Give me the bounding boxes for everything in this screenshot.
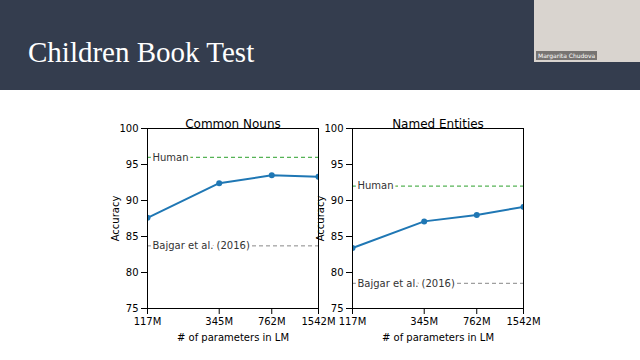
svg-text:117M: 117M bbox=[134, 316, 162, 327]
svg-text:85: 85 bbox=[126, 231, 139, 242]
svg-text:75: 75 bbox=[331, 303, 344, 314]
svg-text:100: 100 bbox=[119, 123, 138, 134]
svg-text:Human: Human bbox=[153, 152, 189, 163]
svg-text:Human: Human bbox=[358, 180, 394, 191]
svg-text:Bajgar et al. (2016): Bajgar et al. (2016) bbox=[358, 278, 455, 289]
svg-text:762M: 762M bbox=[258, 316, 286, 327]
svg-text:1542M: 1542M bbox=[301, 316, 335, 327]
svg-text:# of parameters in LM: # of parameters in LM bbox=[177, 332, 289, 343]
svg-text:1542M: 1542M bbox=[506, 316, 540, 327]
html-text:Margarita Chudova: Margarita Chudova bbox=[538, 52, 596, 59]
svg-text:75: 75 bbox=[126, 303, 139, 314]
svg-text:90: 90 bbox=[331, 195, 344, 206]
svg-text:90: 90 bbox=[126, 195, 139, 206]
svg-text:762M: 762M bbox=[463, 316, 491, 327]
svg-text:Accuracy: Accuracy bbox=[110, 196, 121, 242]
svg-text:345M: 345M bbox=[205, 316, 233, 327]
html-text:Children Book Test: Children Book Test bbox=[28, 36, 255, 68]
svg-text:Common Nouns: Common Nouns bbox=[185, 117, 281, 131]
svg-text:345M: 345M bbox=[410, 316, 438, 327]
svg-text:100: 100 bbox=[324, 123, 343, 134]
svg-text:# of parameters in LM: # of parameters in LM bbox=[382, 332, 494, 343]
svg-text:Named Entities: Named Entities bbox=[392, 117, 484, 131]
svg-text:80: 80 bbox=[126, 267, 139, 278]
svg-text:Accuracy: Accuracy bbox=[315, 196, 326, 242]
svg-text:80: 80 bbox=[331, 267, 344, 278]
svg-text:117M: 117M bbox=[339, 316, 367, 327]
svg-text:95: 95 bbox=[331, 159, 344, 170]
svg-text:Bajgar et al. (2016): Bajgar et al. (2016) bbox=[153, 240, 250, 251]
svg-text:95: 95 bbox=[126, 159, 139, 170]
svg-text:85: 85 bbox=[331, 231, 344, 242]
